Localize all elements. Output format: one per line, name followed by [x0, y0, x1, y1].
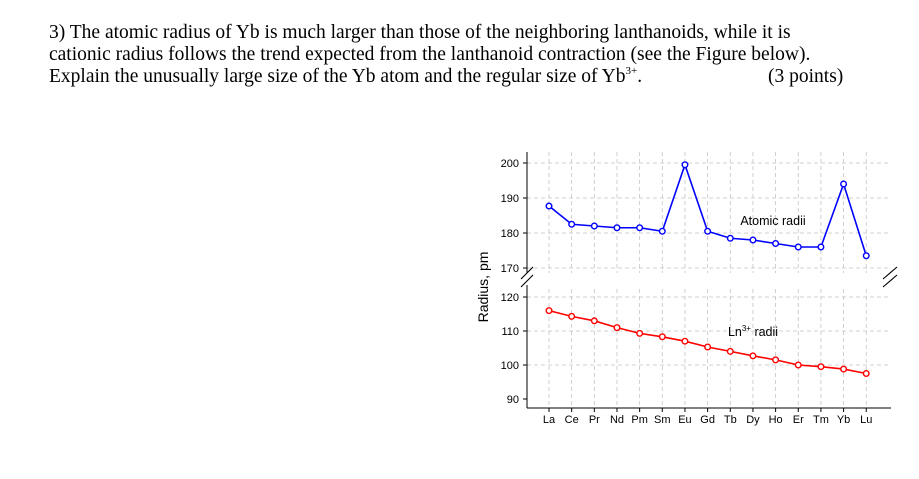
chart-axes: [520, 152, 898, 409]
y-tick-label: 90: [507, 394, 519, 406]
y-tick-label: 190: [501, 193, 519, 205]
data-point: [568, 220, 576, 228]
data-point: [704, 227, 712, 235]
x-tick-label: Dy: [746, 414, 760, 426]
x-tick-label: Eu: [678, 414, 691, 426]
data-point: [749, 236, 757, 244]
data-point: [658, 333, 666, 341]
data-point: [613, 324, 621, 332]
data-point: [636, 329, 644, 337]
x-tick-label: Ho: [769, 414, 783, 426]
y-tick-label: 110: [501, 326, 519, 338]
axis-break-marker: [882, 266, 898, 288]
question-line-1: 3) The atomic radius of Yb is much large…: [49, 22, 791, 43]
data-point: [817, 243, 825, 251]
x-tick-label: Er: [793, 414, 804, 426]
y-tick-label: 200: [501, 158, 519, 170]
x-tick-label: La: [543, 414, 556, 426]
x-tick-label: Pr: [589, 414, 600, 426]
y-tick-label: 100: [501, 360, 519, 372]
x-tick-label: Tm: [813, 414, 829, 426]
data-point: [545, 202, 553, 210]
question-line-2: cationic radius follows the trend expect…: [49, 44, 811, 65]
x-tick-label: Nd: [610, 414, 624, 426]
x-tick-label: Gd: [700, 414, 715, 426]
question-line-3-sup: 3+: [625, 65, 638, 77]
question-line-3-text: Explain the unusually large size of the …: [49, 66, 626, 87]
data-point: [704, 343, 712, 351]
data-point: [840, 365, 848, 373]
data-point: [772, 356, 780, 364]
data-point: [726, 234, 734, 242]
data-point: [772, 239, 780, 247]
data-point: [545, 307, 553, 315]
axis-break-marker: [520, 266, 534, 288]
chart-grid: [527, 152, 891, 408]
question-text: 3) The atomic radius of Yb is much large…: [49, 22, 869, 88]
chart-series: [545, 161, 870, 378]
x-tick-label: Pm: [631, 414, 648, 426]
y-tick-label: 170: [501, 263, 519, 275]
data-point: [590, 317, 598, 325]
question-line-3-end: .: [637, 66, 643, 87]
x-tick-label: Yb: [837, 414, 850, 426]
data-point: [726, 347, 734, 355]
question-points: (3 points): [768, 66, 844, 87]
data-point: [817, 363, 825, 371]
data-point: [840, 180, 848, 188]
ln-radii-label-suffix: radii: [751, 325, 778, 339]
data-point: [636, 224, 644, 232]
data-point: [658, 227, 666, 235]
data-point: [862, 252, 870, 260]
y-axis-label: Radius, pm: [475, 252, 491, 323]
atomic-radii-label: Atomic radii: [740, 214, 805, 228]
ln-radii-label-prefix: Ln: [728, 325, 742, 339]
chart-ticks: 170 180 190 200 90 100 110 120 La Ce Pr Nd Pm Sm Eu Gd T…: [501, 158, 873, 426]
data-point: [862, 370, 870, 378]
data-point: [794, 243, 802, 251]
y-tick-label: 180: [501, 228, 519, 240]
ln-radii-label: Ln3+ radii: [728, 324, 778, 339]
data-point: [681, 161, 689, 169]
x-tick-label: Ce: [565, 414, 579, 426]
data-point: [794, 361, 802, 369]
data-point: [568, 312, 576, 320]
data-point: [681, 337, 689, 345]
data-point: [590, 222, 598, 230]
data-point: [749, 352, 757, 360]
x-tick-label: Lu: [860, 414, 872, 426]
x-tick-label: Tb: [724, 414, 737, 426]
y-tick-label: 120: [501, 292, 519, 304]
x-tick-label: Sm: [654, 414, 671, 426]
ln-radii-label-sup: 3+: [742, 324, 751, 333]
data-point: [613, 224, 621, 232]
question-line-3: Explain the unusually large size of the …: [49, 66, 869, 88]
